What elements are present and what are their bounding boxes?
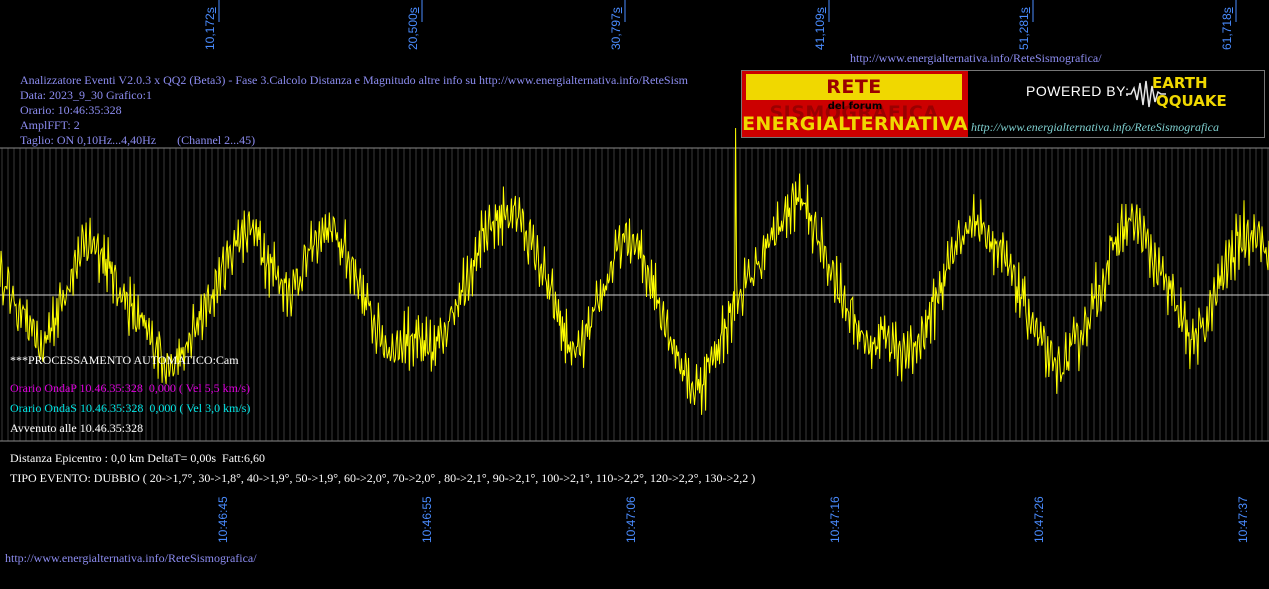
top-tick-label: 61,718s <box>1220 7 1234 50</box>
top-tick-value: 30,797 <box>609 13 623 50</box>
time-line: Orario: 10:46:35:328 <box>20 103 122 117</box>
top-tick-unit: s <box>813 7 827 14</box>
event-time: Avvenuto alle 10.46.35:328 <box>10 421 144 435</box>
onda-p-time: Orario OndaP 10.46.35:328 0,000 ( Vel 5,… <box>10 381 250 395</box>
top-tick-label: 10,172s <box>203 7 217 50</box>
logo-name: ENERGIALTERNATIVA <box>742 113 968 135</box>
analyzer-title: Analizzatore Eventi V2.0.3 x QQ2 (Beta3)… <box>20 73 688 87</box>
top-tick-label: 41,109s <box>813 7 827 50</box>
top-tick-unit: s <box>1220 7 1234 14</box>
bottom-tick-label: 10:47:06 <box>624 496 638 543</box>
logo-red-panel: RETE SISMOGRAFICA del forum ENERGIALTERN… <box>742 71 968 137</box>
logo-subtitle: del forum <box>827 101 883 112</box>
top-tick-label: 20,500s <box>406 7 420 50</box>
top-tick-unit: s <box>406 7 420 14</box>
logo-title: RETE SISMOGRAFICA <box>746 74 962 124</box>
top-tick-value: 41,109 <box>813 13 827 50</box>
top-tick-value: 10,172 <box>203 13 217 50</box>
seismic-trace <box>0 127 1269 415</box>
onda-s-time: Orario OndaS 10.46.35:328 0,000 ( Vel 3,… <box>10 401 251 415</box>
filter-line: Taglio: ON 0,10Hz...4,40Hz (Channel 2...… <box>20 133 256 147</box>
ampl-fft-line: AmplFFT: 2 <box>20 118 80 132</box>
earth-brand-bottom: QQUAKE <box>1156 92 1227 110</box>
top-tick-unit: s <box>609 7 623 14</box>
epicenter-distance: Distanza Epicentro : 0,0 km DeltaT= 0,00… <box>10 451 266 465</box>
footer-url[interactable]: http://www.energialternativa.info/ReteSi… <box>5 551 257 565</box>
bottom-tick-label: 10:47:26 <box>1032 496 1046 543</box>
top-tick-value: 51,281 <box>1017 13 1031 50</box>
powered-by-label: POWERED BY: <box>1026 83 1130 99</box>
top-tick-unit: s <box>203 7 217 14</box>
bottom-tick-label: 10:46:45 <box>216 496 230 543</box>
rete-sismografica-logo[interactable]: RETE SISMOGRAFICA del forum ENERGIALTERN… <box>741 70 1265 138</box>
event-type: TIPO EVENTO: DUBBIO ( 20->1,7°, 30->1,8°… <box>10 471 756 485</box>
top-tick-unit: s <box>1017 7 1031 14</box>
date-line: Data: 2023_9_30 Grafico:1 <box>20 88 152 102</box>
seismic-wave-icon <box>1126 80 1166 108</box>
top-url[interactable]: http://www.energialternativa.info/ReteSi… <box>850 51 1102 65</box>
processing-status: ***PROCESSAMENTO AUTOMATICO:Cam <box>10 353 239 367</box>
bottom-tick-label: 10:47:16 <box>828 496 842 543</box>
bottom-tick-label: 10:47:37 <box>1236 496 1250 543</box>
top-tick-value: 61,718 <box>1220 13 1234 50</box>
top-tick-label: 51,281s <box>1017 7 1031 50</box>
logo-url[interactable]: http://www.energialternativa.info/ReteSi… <box>971 120 1219 134</box>
top-tick-label: 30,797s <box>609 7 623 50</box>
bottom-tick-label: 10:46:55 <box>420 496 434 543</box>
top-tick-value: 20,500 <box>406 13 420 50</box>
earth-brand-top: EARTH <box>1152 74 1208 92</box>
